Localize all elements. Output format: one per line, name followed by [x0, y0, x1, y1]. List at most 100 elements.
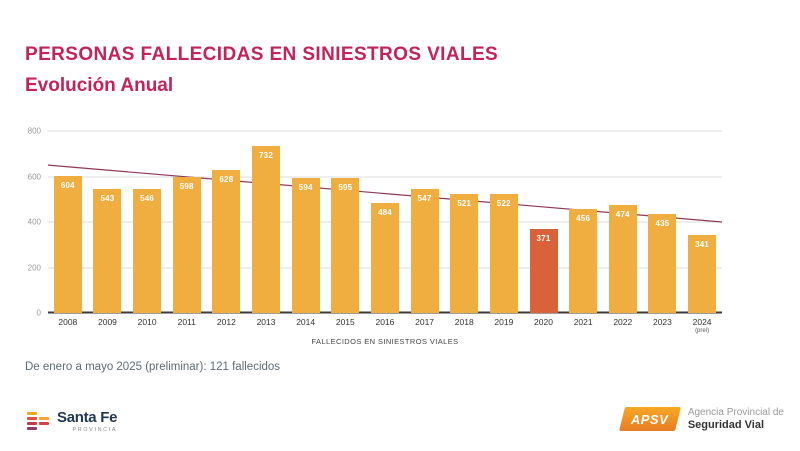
- bar-slot-2022: 474: [603, 131, 643, 313]
- bar-slot-2012: 628: [207, 131, 247, 313]
- x-tick-2022: 2022: [613, 317, 633, 327]
- bar-slot-2017: 547: [405, 131, 445, 313]
- bar-2016: 484: [370, 202, 399, 313]
- x-tick-2009: 2009: [98, 317, 117, 327]
- page-title: PERSONAS FALLECIDAS EN SINIESTROS VIALES: [25, 44, 499, 65]
- bar-value-2009: 543: [100, 194, 115, 204]
- bar-2011: 598: [172, 176, 201, 313]
- bar-value-2010: 546: [140, 193, 155, 203]
- bar-2012: 628: [212, 170, 241, 313]
- x-tick-2014: 2014: [296, 317, 316, 327]
- x-tick-2023: 2023: [652, 317, 672, 327]
- bar-slot-2023: 435: [643, 131, 683, 313]
- x-axis-labels: 2008 2009 2010 2011 2012 2013 2014 2015 2016 2017…: [48, 317, 722, 334]
- bar-value-2022: 474: [615, 210, 630, 220]
- bar-slot-2020: 371: [524, 131, 564, 313]
- bar-2018: 521: [450, 194, 479, 313]
- bar-2019: 522: [489, 194, 518, 313]
- bar-value-2023: 435: [655, 219, 670, 229]
- bar-2020: 371: [529, 228, 558, 313]
- bar-2017: 547: [410, 188, 439, 313]
- bar-2009: 543: [93, 189, 122, 313]
- bar-slot-2021: 456: [563, 131, 603, 313]
- gridline-600: [48, 176, 722, 177]
- bar-value-2024: 341: [695, 240, 710, 250]
- bar-value-2021: 456: [576, 214, 591, 224]
- x-tick-2008: 2008: [58, 317, 78, 327]
- bar-slot-2014: 594: [286, 131, 326, 313]
- bar-slot-2013: 732: [246, 131, 286, 313]
- bar-slot-2015: 595: [325, 131, 365, 313]
- bar-slot-2024: 341: [682, 131, 722, 313]
- bar-slot-2011: 598: [167, 131, 207, 313]
- x-tick-2017: 2017: [415, 317, 435, 327]
- santafe-name: Santa Fe: [57, 409, 118, 426]
- bar-value-2020: 371: [536, 233, 551, 243]
- x-tick-2020: 2020: [534, 317, 553, 327]
- y-tick-0: 0: [36, 308, 41, 318]
- x-tick-2013: 2013: [256, 317, 276, 327]
- bar-2015: 595: [331, 177, 360, 313]
- bars-row: 604 543 546 598 628 732 594 595 484 547 521 522 371 4…: [48, 131, 722, 313]
- bar-slot-2010: 546: [127, 131, 167, 313]
- bar-slot-2009: 543: [88, 131, 128, 313]
- trend-line: [47, 164, 723, 223]
- x-tick-2010: 2010: [137, 317, 157, 327]
- bar-2023: 435: [648, 214, 677, 313]
- y-tick-800: 800: [27, 126, 41, 136]
- bar-2010: 546: [133, 188, 162, 313]
- y-tick-400: 400: [27, 217, 41, 227]
- apsv-badge: APSV: [618, 407, 681, 431]
- apsv-badge-text: APSV: [631, 411, 669, 427]
- apsv-line2: Seguridad Vial: [687, 419, 765, 431]
- bar-value-2017: 547: [417, 193, 432, 203]
- x-axis-title: FALLECIDOS EN SINIESTROS VIALES: [311, 337, 459, 346]
- bar-slot-2019: 522: [484, 131, 524, 313]
- page-subtitle: Evolución Anual: [25, 75, 174, 96]
- bar-2013: 732: [252, 146, 281, 313]
- santafe-logo-icon: [27, 410, 51, 432]
- bar-value-2016: 484: [377, 207, 392, 217]
- x-tick-2016: 2016: [375, 317, 395, 327]
- bar-slot-2018: 521: [444, 131, 484, 313]
- bar-2014: 594: [291, 177, 320, 313]
- x-tick-2024: 2024 (prel): [682, 317, 722, 334]
- bar-value-2014: 594: [298, 182, 313, 192]
- bar-value-2012: 628: [219, 175, 234, 185]
- santafe-logo-text: Santa Fe PROVINCIA: [57, 409, 117, 433]
- x-tick-2015: 2015: [335, 317, 355, 327]
- bar-slot-2016: 484: [365, 131, 405, 313]
- bar-value-2015: 595: [338, 182, 353, 192]
- bar-2024: 341: [688, 235, 717, 313]
- x-tick-2019: 2019: [494, 317, 514, 327]
- santafe-provincia: PROVINCIA: [72, 427, 118, 433]
- gridline-800: [48, 130, 722, 132]
- bar-2008: 604: [53, 175, 82, 313]
- x-tick-2012: 2012: [216, 317, 236, 327]
- apsv-logo: APSV Agencia Provincial de Seguridad Via…: [618, 407, 784, 431]
- bar-value-2008: 604: [60, 180, 75, 190]
- bar-value-2018: 521: [457, 199, 472, 209]
- title-block: PERSONAS FALLECIDAS EN SINIESTROS VIALES…: [25, 44, 498, 97]
- gridline-200: [48, 267, 722, 268]
- y-tick-600: 600: [27, 172, 41, 181]
- gridline-400: [48, 221, 722, 223]
- apsv-logo-text: Agencia Provincial de Seguridad Vial: [688, 407, 784, 431]
- x-tick-suffix: (prel): [695, 328, 710, 334]
- bar-slot-2008: 604: [48, 131, 88, 313]
- x-tick-2011: 2011: [177, 317, 196, 327]
- x-tick-2018: 2018: [454, 317, 474, 327]
- bar-value-2019: 522: [496, 199, 511, 209]
- apsv-line1: Agencia Provincial de: [687, 407, 784, 418]
- gridline-0: [48, 311, 722, 314]
- plot-area: 0 200 400 600 800 604 543 546 598 628 732 594 595 48…: [28, 127, 723, 318]
- bar-value-2011: 598: [179, 181, 194, 191]
- y-tick-200: 200: [27, 263, 41, 272]
- preliminary-note: De enero a mayo 2025 (preliminar): 121 f…: [25, 361, 281, 373]
- bar-value-2013: 732: [259, 151, 273, 161]
- santafe-logo: Santa Fe PROVINCIA: [27, 409, 117, 433]
- bar-2021: 456: [569, 209, 598, 313]
- bar-2022: 474: [608, 205, 637, 313]
- x-tick-2021: 2021: [573, 317, 593, 327]
